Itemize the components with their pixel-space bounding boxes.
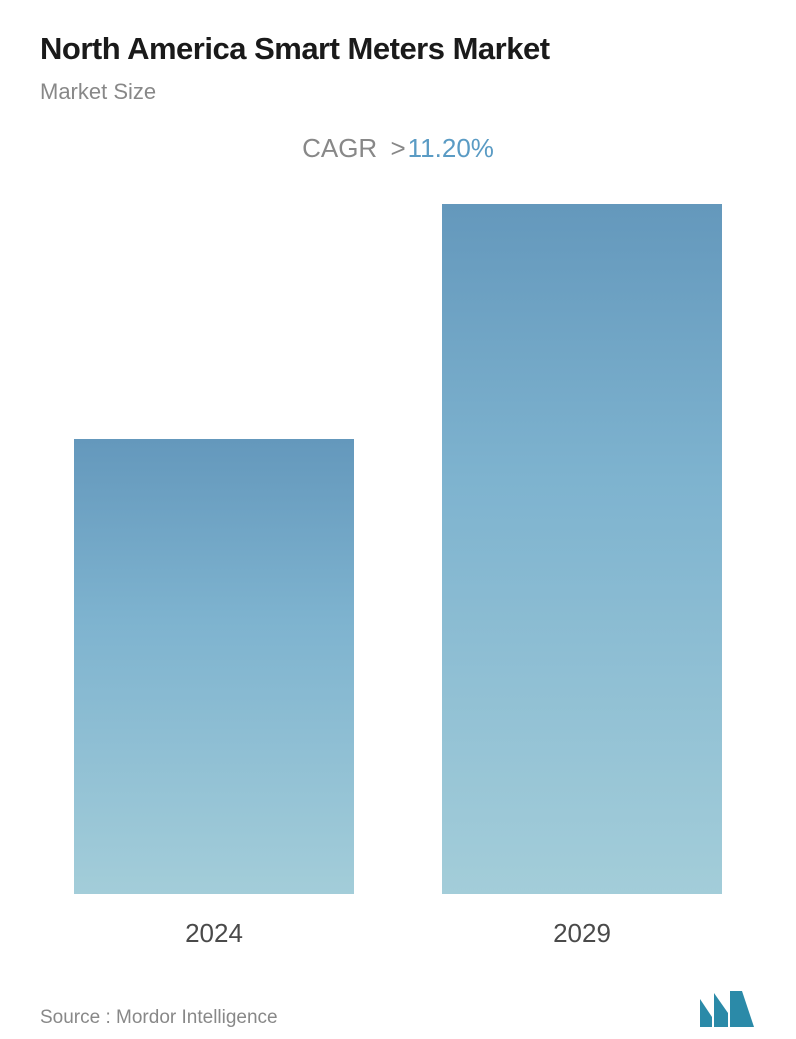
chart-container: North America Smart Meters Market Market… (0, 0, 796, 1034)
bar-1 (442, 204, 722, 894)
chart-area: 2024 2029 (40, 164, 756, 949)
bar-label-0: 2024 (185, 918, 243, 949)
cagr-label: CAGR (302, 133, 377, 163)
bar-label-1: 2029 (553, 918, 611, 949)
chart-subtitle: Market Size (40, 79, 756, 105)
logo-icon (698, 989, 756, 1029)
source-text: Source : Mordor Intelligence (40, 1007, 278, 1029)
bar-group-0: 2024 (70, 439, 358, 949)
cagr-symbol: > (390, 133, 405, 163)
cagr-value: 11.20% (408, 133, 494, 163)
footer: Source : Mordor Intelligence (40, 949, 756, 1039)
bar-0 (74, 439, 354, 894)
chart-title: North America Smart Meters Market (40, 30, 756, 67)
bar-group-1: 2029 (438, 204, 726, 949)
cagr-row: CAGR >11.20% (40, 133, 756, 164)
